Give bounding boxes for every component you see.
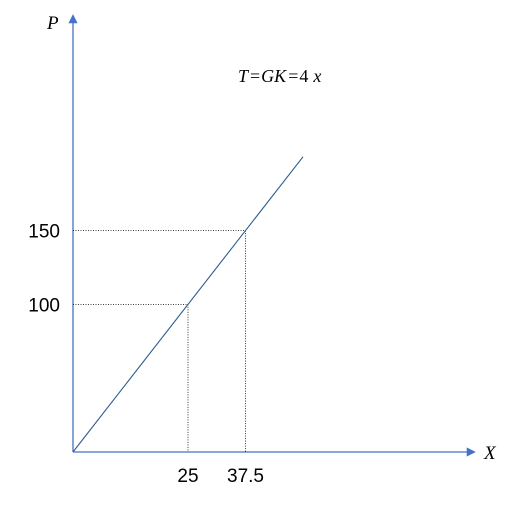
guide-lines [73, 230, 246, 452]
line-label-lhs: T [238, 66, 250, 86]
line-label-coef: 4 [299, 66, 308, 86]
y-tick-label-0: 100 [28, 295, 60, 316]
line-equation-label: T =GK =4 x [238, 66, 321, 86]
tick-labels: 100 25 150 37.5 [28, 222, 264, 487]
line-label-var: x [312, 66, 321, 86]
y-axis-label: P [46, 13, 59, 34]
x-tick-label-1: 37.5 [227, 466, 264, 487]
x-axis-label: X [483, 443, 497, 464]
x-tick-label-0: 25 [177, 466, 198, 487]
line-label-mid: GK [261, 66, 287, 86]
y-tick-label-1: 150 [28, 222, 60, 243]
series-line [72, 156, 304, 453]
